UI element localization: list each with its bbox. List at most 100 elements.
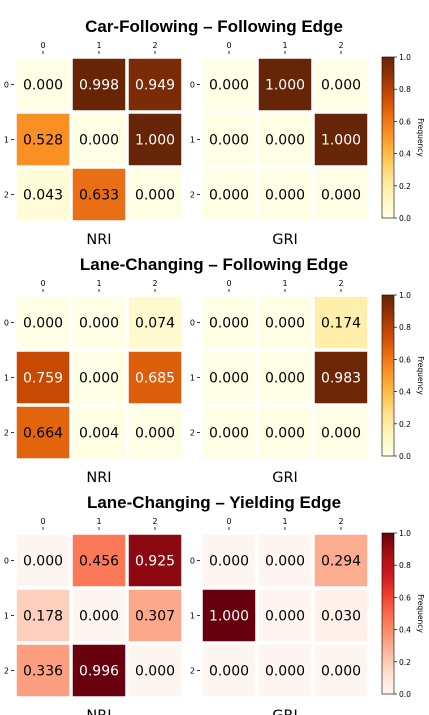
chart-title: Lane-Changing – Yielding Edge bbox=[87, 493, 341, 512]
heatmap-cell bbox=[313, 533, 369, 588]
colorbar: 0.0 0.2 0.4 0.6 0.8 1.0 Frequency bbox=[381, 529, 425, 699]
colorbar-tick-label: 0.0 bbox=[399, 452, 411, 461]
cell-value-label: 0.294 bbox=[321, 554, 361, 570]
heatmap-cell bbox=[127, 295, 183, 350]
heatmap-cell bbox=[15, 643, 71, 698]
heatmap-cell bbox=[201, 643, 257, 698]
cell-value-label: 1.000 bbox=[209, 609, 249, 625]
colorbar-gradient bbox=[381, 56, 395, 219]
chart-title: Lane-Changing – Following Edge bbox=[80, 255, 348, 274]
colorbar-tick-label: 0.0 bbox=[399, 214, 411, 223]
cell-value-label: 0.000 bbox=[135, 188, 175, 204]
cell-value-label: 0.000 bbox=[265, 664, 305, 680]
y-tick-label: 2 bbox=[190, 429, 195, 438]
heatmap-cell bbox=[127, 533, 183, 588]
heatmap-cell bbox=[71, 643, 127, 698]
colorbar-label: Frequency bbox=[416, 356, 425, 395]
colorbar: 0.0 0.2 0.4 0.6 0.8 1.0 Frequency bbox=[381, 53, 425, 223]
heatmap-cell bbox=[15, 295, 71, 350]
x-tick-label: 0 bbox=[226, 279, 231, 288]
cell-value-label: 0.000 bbox=[265, 316, 305, 332]
cell-value-label: 0.004 bbox=[79, 426, 119, 442]
cell-value-label: 0.925 bbox=[135, 554, 175, 570]
x-tick-label: 2 bbox=[152, 41, 157, 50]
x-tick-label: 2 bbox=[338, 279, 343, 288]
heatmap-panel-nri: 0 1 2 0 1 2 0.000 0.998 0.949 0.528 0.000 1.000 0.04… bbox=[4, 41, 183, 248]
x-tick-label: 0 bbox=[226, 517, 231, 526]
heatmap-cell bbox=[313, 112, 369, 167]
heatmap-cell bbox=[71, 295, 127, 350]
cell-value-label: 0.000 bbox=[209, 78, 249, 94]
heatmap-cell bbox=[257, 643, 313, 698]
cell-value-label: 0.000 bbox=[265, 554, 305, 570]
heatmap-cell bbox=[313, 405, 369, 460]
heatmap-cell bbox=[15, 57, 71, 112]
heatmap-cell bbox=[201, 533, 257, 588]
cell-value-label: 0.000 bbox=[135, 426, 175, 442]
cell-value-label: 0.000 bbox=[209, 554, 249, 570]
cell-value-label: 1.000 bbox=[321, 133, 361, 149]
heatmap-cell bbox=[201, 588, 257, 643]
heatmap-cell bbox=[71, 350, 127, 405]
heatmap-cell bbox=[257, 588, 313, 643]
cell-value-label: 0.000 bbox=[135, 664, 175, 680]
y-tick-label: 1 bbox=[190, 612, 195, 621]
x-tick-label: 2 bbox=[338, 41, 343, 50]
cell-value-label: 0.000 bbox=[23, 554, 63, 570]
x-tick-label: 1 bbox=[96, 41, 101, 50]
colorbar-label: Frequency bbox=[416, 594, 425, 633]
heatmap-cell bbox=[313, 350, 369, 405]
colorbar-tick-label: 0.2 bbox=[399, 658, 411, 667]
heatmap-cell bbox=[201, 405, 257, 460]
x-tick-label: 0 bbox=[40, 279, 45, 288]
y-tick-label: 1 bbox=[190, 136, 195, 145]
y-tick-label: 2 bbox=[190, 191, 195, 200]
cell-value-label: 1.000 bbox=[265, 78, 305, 94]
heatmap-cell bbox=[127, 112, 183, 167]
heatmap-cell bbox=[127, 57, 183, 112]
heatmap-cell bbox=[15, 167, 71, 222]
heatmap-cell bbox=[313, 57, 369, 112]
heatmap-cell bbox=[71, 405, 127, 460]
heatmap-cell bbox=[257, 112, 313, 167]
y-tick-label: 2 bbox=[4, 191, 9, 200]
heatmap-cell bbox=[257, 295, 313, 350]
cell-value-label: 0.178 bbox=[23, 609, 63, 625]
cell-value-label: 0.528 bbox=[23, 133, 63, 149]
x-tick-label: 0 bbox=[226, 41, 231, 50]
heatmap-cell bbox=[15, 112, 71, 167]
heatmap-panel-nri: 0 1 2 0 1 2 0.000 0.456 0.925 0.178 0.000 0.307 0.33… bbox=[4, 517, 183, 715]
heatmap-panel-gri: 0 1 2 0 1 2 0.000 0.000 0.294 1.000 0.000 0.030 0.00… bbox=[190, 517, 369, 715]
cell-value-label: 0.000 bbox=[321, 188, 361, 204]
heatmap-cell bbox=[15, 533, 71, 588]
cell-value-label: 0.456 bbox=[79, 554, 119, 570]
colorbar-tick-label: 0.4 bbox=[399, 626, 411, 635]
y-tick-label: 1 bbox=[4, 136, 9, 145]
y-tick-label: 1 bbox=[4, 374, 9, 383]
colorbar-tick-label: 1.0 bbox=[399, 529, 411, 538]
y-tick-label: 0 bbox=[4, 81, 9, 90]
cell-value-label: 0.000 bbox=[265, 188, 305, 204]
cell-value-label: 0.000 bbox=[209, 426, 249, 442]
cell-value-label: 0.000 bbox=[79, 609, 119, 625]
heatmap-cell bbox=[71, 57, 127, 112]
colorbar-tick-label: 0.2 bbox=[399, 420, 411, 429]
heatmap-cell bbox=[201, 57, 257, 112]
cell-value-label: 0.759 bbox=[23, 371, 63, 387]
panel-label: GRI bbox=[272, 232, 298, 248]
heatmap-cell bbox=[201, 295, 257, 350]
cell-value-label: 0.000 bbox=[321, 426, 361, 442]
heatmap-cell bbox=[257, 533, 313, 588]
y-tick-label: 2 bbox=[4, 429, 9, 438]
heatmap-cell bbox=[257, 350, 313, 405]
y-tick-label: 0 bbox=[190, 81, 195, 90]
cell-value-label: 0.000 bbox=[209, 133, 249, 149]
x-tick-label: 1 bbox=[282, 41, 287, 50]
heatmap-cell bbox=[15, 350, 71, 405]
colorbar-tick-label: 1.0 bbox=[399, 291, 411, 300]
heatmap-cell bbox=[71, 112, 127, 167]
panel-label: GRI bbox=[272, 470, 298, 486]
cell-value-label: 0.000 bbox=[209, 316, 249, 332]
heatmap-cell bbox=[127, 405, 183, 460]
